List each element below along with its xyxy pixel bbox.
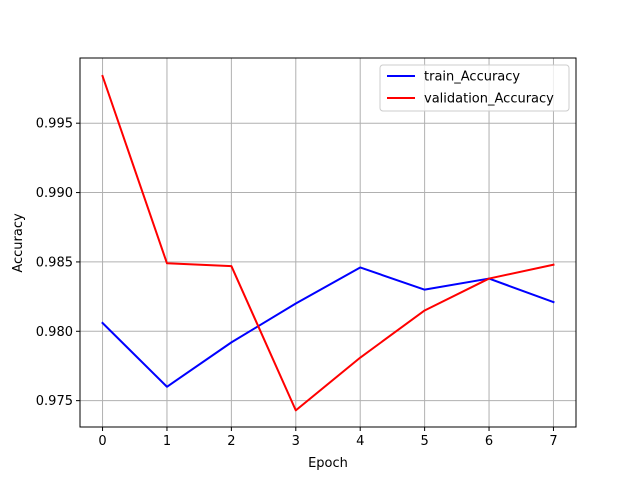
x-tick-label: 3	[292, 434, 300, 449]
x-axis-label: Epoch	[308, 456, 348, 471]
series-lines	[101, 74, 555, 412]
y-tick-label: 0.985	[36, 255, 73, 270]
validation-accuracy-line	[101, 74, 555, 412]
x-tick-label: 0	[98, 434, 106, 449]
x-tick-label: 2	[227, 434, 235, 449]
legend: train_Accuracy validation_Accuracy	[379, 64, 570, 112]
x-tick-label: 6	[485, 434, 493, 449]
legend-box	[379, 64, 570, 112]
y-tick-label: 0.990	[36, 186, 73, 201]
y-tick-label: 0.980	[36, 325, 73, 340]
ticks: 0 1 2 3 4 5 6 7 0.975 0.980 0.985 0.990 0.995	[36, 117, 558, 449]
x-tick-label: 5	[420, 434, 428, 449]
legend-label-validation: validation_Accuracy	[424, 92, 554, 107]
plot-frame	[79, 57, 577, 428]
y-tick-label: 0.975	[36, 394, 73, 409]
grid-lines	[80, 58, 576, 427]
legend-label-train: train_Accuracy	[424, 70, 520, 85]
x-tick-label: 1	[163, 434, 171, 449]
y-axis-label: Accuracy	[11, 213, 26, 273]
y-tick-label: 0.995	[36, 117, 73, 132]
x-tick-label: 4	[356, 434, 364, 449]
train-accuracy-line	[101, 266, 555, 388]
x-tick-label: 7	[549, 434, 557, 449]
